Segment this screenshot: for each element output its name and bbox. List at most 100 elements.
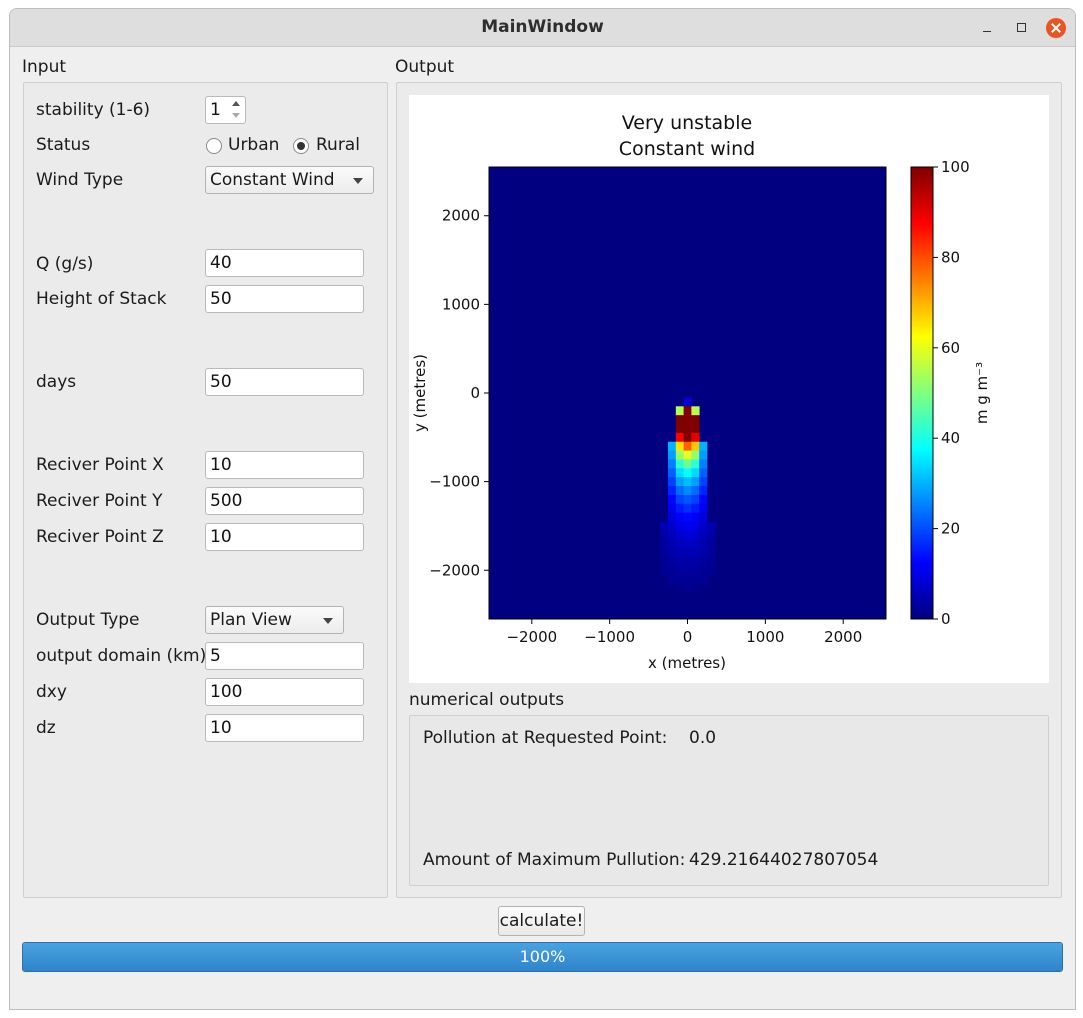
status-label: Status [36,135,91,155]
heatmap-cell [683,450,692,460]
heatmap-cell [675,548,684,558]
heatmap-cell [668,459,677,469]
wind-type-combobox[interactable]: Constant Wind [205,166,374,194]
chart-title-line-1: Very unstable [622,112,752,134]
heatmap-cell [691,548,700,558]
heatmap-cell [675,432,684,443]
heatmap-cell [668,512,677,522]
heatmap-cell [675,556,684,567]
stability-value: 1 [210,100,221,120]
stability-spinbox[interactable]: 1 [205,96,246,124]
heatmap-cell [683,477,692,487]
heatmap-cell [683,521,692,531]
receiver-x-label: Reciver Point X [36,455,164,475]
heatmap-cell [675,459,684,469]
heatmap-cell [683,548,692,558]
heatmap-cell [691,521,700,531]
heatmap-cell [675,565,684,576]
dxy-input[interactable]: 100 [205,678,364,706]
heatmap-cell [675,406,684,416]
heatmap-cell [683,432,692,443]
days-input[interactable]: 50 [205,368,364,396]
urban-radio-label[interactable]: Urban [228,135,280,155]
spin-down-icon[interactable] [229,110,243,122]
output-domain-input[interactable]: 5 [205,642,364,670]
close-icon[interactable] [1046,18,1066,38]
heatmap-cell [683,486,692,496]
progress-fill [23,943,1062,971]
heatmap-cell [675,450,684,460]
stack-height-label: Height of Stack [36,289,167,309]
x-tick-label: 0 [683,628,693,646]
heatmap-cell [683,530,692,540]
heatmap-cell [699,468,708,478]
heatmap-cell [675,521,684,531]
heatmap-cell [660,521,669,531]
heatmap-cell [683,424,692,434]
chevron-down-icon [353,178,363,184]
heatmap-cell [668,503,677,514]
progress-text: 100% [519,947,566,966]
y-tick-label: 0 [470,384,480,402]
heatmap-cell [660,565,669,576]
rural-radio-label[interactable]: Rural [316,135,360,155]
heatmap-cell [675,494,684,505]
colorbar-tick-label: 40 [941,429,960,447]
output-domain-label: output domain (km) [36,646,207,666]
heatmap-cell [668,450,677,460]
heatmap-cell [706,556,716,567]
colorbar-tick-label: 60 [941,339,960,357]
heatmap-cell [683,459,692,469]
window-title: MainWindow [481,17,604,37]
heatmap-cell [683,468,692,478]
maximize-icon[interactable] [1012,18,1032,38]
heatmap-cell [675,441,684,452]
heatmap-cell [683,406,692,416]
heatmap-cell [675,512,684,522]
x-tick-label: 2000 [824,628,862,646]
stack-height-input[interactable]: 50 [205,285,364,313]
receiver-y-input[interactable]: 500 [205,487,364,515]
heatmap-cell [668,494,677,505]
heatmap-cell [691,432,700,443]
heatmap-cell [675,424,684,434]
colorbar-tick-label: 80 [941,248,960,266]
y-tick-label: 2000 [442,207,480,225]
q-label: Q (g/s) [36,254,94,274]
output-type-combobox[interactable]: Plan View [205,606,344,634]
dxy-label: dxy [36,682,67,702]
heatmap-cell [683,556,692,567]
spin-up-icon[interactable] [229,98,243,110]
heatmap-cell [675,415,684,425]
rural-radio[interactable] [293,138,309,154]
stability-label: stability (1-6) [36,100,151,120]
heatmap-cell [691,406,700,416]
heatmap-cell [675,468,684,478]
heatmap-cell [683,503,692,514]
chart-title-line-2: Constant wind [619,138,755,160]
y-axis: −2000 −1000 0 1000 2000 [429,207,489,579]
plot-canvas: Very unstable Constant wind −2000 −1000 0 1… [409,95,1049,683]
receiver-z-input[interactable]: 10 [205,523,364,551]
dz-input[interactable]: 10 [205,714,364,742]
receiver-x-input[interactable]: 10 [205,451,364,479]
heatmap-cell [660,548,669,558]
x-tick-label: −1000 [584,628,635,646]
q-input[interactable]: 40 [205,249,364,277]
heatmap-cell [691,565,700,576]
heatmap-cell [683,494,692,505]
heatmap-cell [699,477,708,487]
heatmap-cell [675,530,684,540]
input-group-title: Input [22,57,67,77]
heatmap-cell [668,548,677,558]
title-bar[interactable]: MainWindow [10,9,1075,47]
heatmap-cell [668,556,677,567]
heatmap-cell [683,397,692,407]
heatmap-cell [699,441,708,452]
y-tick-label: −1000 [429,473,480,491]
requested-point-value: 0.0 [689,728,717,748]
minimize-icon[interactable] [977,18,997,38]
calculate-button[interactable]: calculate! [498,906,585,936]
heatmap-cell [691,583,700,593]
urban-radio[interactable] [206,138,222,154]
